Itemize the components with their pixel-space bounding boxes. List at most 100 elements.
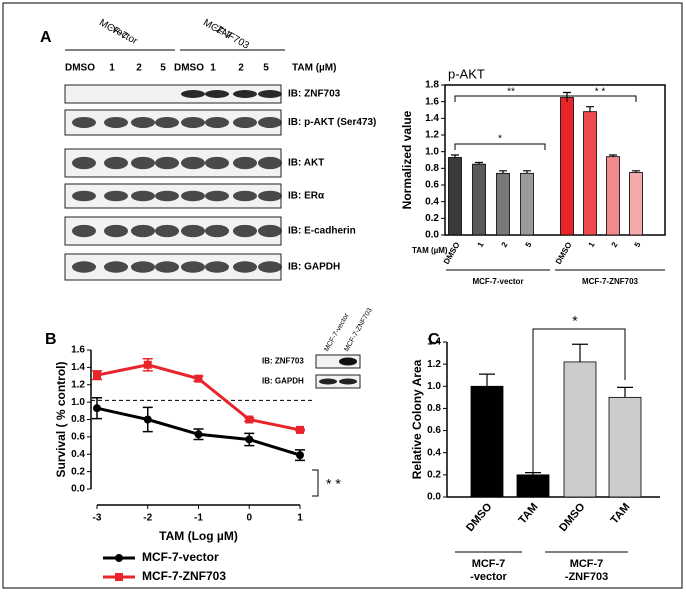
- group-label: MCF-7-vector: [472, 277, 523, 286]
- annotation: **: [507, 87, 515, 98]
- inset-row-label: IB: GAPDH: [262, 377, 304, 386]
- blot-band: [233, 190, 257, 202]
- lane-label: 1: [210, 63, 216, 74]
- series-line: [96, 363, 301, 432]
- y-tick-label: 1.6: [425, 96, 439, 107]
- point: [245, 415, 254, 424]
- error-bar: [475, 161, 483, 165]
- group-label: MCF-7: [472, 558, 506, 570]
- blot-band: [155, 224, 179, 238]
- blot-band: [339, 378, 357, 385]
- error-bar: [572, 343, 588, 362]
- error-bar: [479, 373, 495, 387]
- treatment-header: TAM (µM): [292, 63, 336, 74]
- y-tick-label: 1.0: [71, 397, 85, 408]
- group-label: -ZNF703: [565, 571, 608, 583]
- blot-row-label: IB: AKT: [288, 158, 324, 169]
- y-tick-label: 0.2: [427, 469, 441, 480]
- blot-band: [131, 156, 155, 170]
- blot-band: [205, 224, 229, 238]
- blot-band: [155, 261, 179, 273]
- point: [143, 415, 152, 424]
- y-tick-label: 0.8: [71, 414, 85, 425]
- blot-band: [131, 224, 155, 238]
- y-tick-label: 0.6: [427, 425, 441, 436]
- bar: [520, 172, 534, 236]
- blot-band: [104, 261, 128, 273]
- blot-band: [205, 156, 229, 170]
- group-label: MCF-7: [570, 558, 604, 570]
- y-axis-label: Normalized value: [400, 110, 414, 209]
- blot-band: [258, 224, 282, 238]
- annotation: *: [498, 134, 502, 145]
- error-bar: [523, 170, 531, 174]
- annotation: * *: [326, 476, 341, 492]
- lane-label: 5: [160, 63, 166, 74]
- x-tick-label: -1: [194, 513, 203, 524]
- legend-label: MCF-7-ZNF703: [142, 569, 226, 583]
- bar: [560, 97, 574, 236]
- blot-band: [233, 90, 257, 98]
- legend-marker: [115, 554, 123, 562]
- y-tick-label: 1.4: [425, 113, 439, 124]
- panel-label: B: [45, 331, 57, 348]
- blot-band: [104, 190, 128, 202]
- x-tick-label: 1: [587, 240, 597, 249]
- y-tick-label: 1.2: [71, 379, 85, 390]
- y-tick-label: 0.2: [425, 213, 439, 224]
- y-tick-label: 0.4: [425, 196, 439, 207]
- blot-band: [181, 90, 205, 98]
- annotation: * *: [595, 87, 606, 98]
- error-bar: [609, 154, 617, 157]
- bracket: [312, 469, 319, 497]
- y-tick-label: 1.4: [427, 337, 441, 348]
- error-bar: [586, 106, 594, 112]
- blot-band: [72, 156, 96, 170]
- blot-band: [205, 261, 229, 273]
- panel-label: C: [428, 331, 440, 348]
- blot-band: [155, 190, 179, 202]
- y-tick-label: 1.8: [425, 80, 439, 91]
- bracket: [566, 95, 637, 102]
- blot-band: [233, 261, 257, 273]
- blot-band: [72, 190, 96, 202]
- y-tick-label: 1.2: [427, 359, 441, 370]
- column-group-label: -ZNF703: [211, 22, 251, 51]
- point: [296, 425, 304, 434]
- blot-band: [181, 190, 205, 202]
- error-bar: [617, 386, 633, 398]
- y-tick-label: 0.0: [71, 484, 85, 495]
- inset-column-label: MCF-7-ZNF703: [343, 307, 374, 353]
- point: [194, 374, 203, 383]
- group-label: -vector: [470, 571, 507, 583]
- y-tick-label: 1.2: [425, 130, 439, 141]
- blot-band: [181, 156, 205, 170]
- blot-band: [131, 190, 155, 202]
- x-tick-label: 2: [610, 240, 620, 249]
- blot-band: [205, 190, 229, 202]
- bar: [470, 385, 504, 498]
- x-tick-label: -2: [143, 513, 152, 524]
- lane-label: DMSO: [65, 63, 95, 74]
- y-axis-label: Survival ( % control): [54, 361, 68, 477]
- y-tick-label: 1.6: [71, 345, 85, 356]
- blot-row-label: IB: p-AKT (Ser473): [288, 117, 376, 128]
- x-tick-label: 1: [297, 513, 303, 524]
- blot-band: [155, 156, 179, 170]
- blot-band: [131, 117, 155, 128]
- blot-band: [155, 117, 179, 128]
- blot-band: [205, 90, 229, 98]
- x-prefix: TAM (µM): [412, 246, 448, 255]
- blot-band: [72, 224, 96, 238]
- error-bar: [632, 170, 640, 173]
- blot-band: [205, 117, 229, 128]
- error-bar: [451, 154, 459, 158]
- blot-strip: [315, 374, 361, 389]
- x-axis-label: TAM (Log µM): [159, 529, 238, 543]
- x-tick-label: 2: [500, 240, 510, 249]
- y-tick-label: 0.2: [71, 466, 85, 477]
- bar: [563, 361, 597, 498]
- lane-label: 5: [263, 63, 269, 74]
- inset-row-label: IB: ZNF703: [262, 357, 304, 366]
- y-tick-label: 1.0: [425, 146, 439, 157]
